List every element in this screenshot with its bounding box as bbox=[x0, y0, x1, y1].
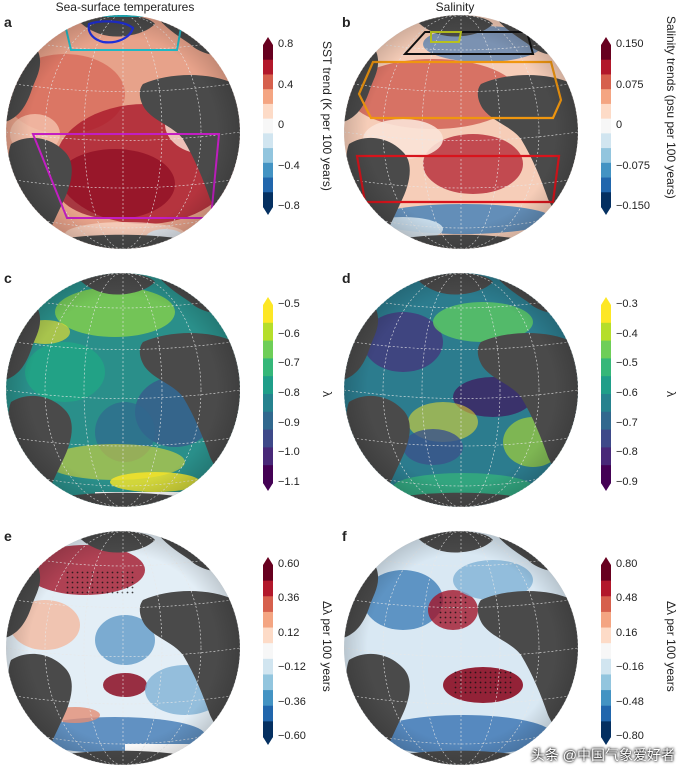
colorbar-a-tick: 0.4 bbox=[278, 78, 294, 91]
colorbar-d-tick: −0.5 bbox=[616, 357, 638, 370]
colorbar-b-tick: −0.075 bbox=[616, 159, 650, 172]
colorbar-c-label: λ bbox=[320, 390, 334, 397]
colorbar-f-tick: 0.16 bbox=[616, 626, 638, 639]
colorbar-a bbox=[262, 37, 273, 215]
colorbar-c bbox=[262, 297, 273, 491]
colorbar-e-tick: −0.12 bbox=[278, 661, 306, 674]
colorbar-e bbox=[262, 557, 273, 745]
colorbar-c-tick: −0.8 bbox=[278, 387, 300, 399]
colorbar-f bbox=[600, 557, 611, 745]
colorbar-d bbox=[600, 297, 611, 491]
panel-label-f: f bbox=[342, 528, 347, 544]
colorbar-e-tick: 0.60 bbox=[278, 558, 300, 570]
colorbar-d-tick: −0.3 bbox=[616, 298, 638, 310]
globe-map-b bbox=[343, 14, 579, 250]
colorbar-f-tick: −0.16 bbox=[616, 661, 644, 674]
colorbar-a-tick: 0.8 bbox=[278, 38, 294, 50]
colorbar-f-tick: −0.48 bbox=[616, 695, 644, 708]
colorbar-e-label: Δλ per 100 years bbox=[320, 600, 334, 692]
colorbar-f-tick: 0.48 bbox=[616, 592, 638, 605]
panel-label-e: e bbox=[4, 528, 12, 544]
panel-label-d: d bbox=[342, 270, 351, 286]
colorbar-c-tick: −1.0 bbox=[278, 446, 300, 459]
right-column-title: Salinity bbox=[435, 0, 475, 14]
colorbar-a-tick: −0.8 bbox=[278, 200, 300, 212]
globe-map-e bbox=[5, 530, 241, 766]
panel-label-c: c bbox=[4, 270, 12, 286]
globe-map-d bbox=[343, 272, 579, 508]
colorbar-e-tick: −0.60 bbox=[278, 730, 306, 742]
colorbar-d-tick: −0.8 bbox=[616, 446, 638, 459]
watermark-text: 头条 @中国气象爱好者 bbox=[530, 747, 675, 763]
colorbar-c-tick: −0.5 bbox=[278, 298, 300, 310]
colorbar-f-tick: −0.80 bbox=[616, 730, 644, 742]
colorbar-d-label: λ bbox=[664, 390, 678, 397]
colorbar-d-tick: −0.4 bbox=[616, 327, 638, 340]
colorbar-b-tick: 0.075 bbox=[616, 78, 644, 91]
colorbar-e-tick: 0.12 bbox=[278, 626, 300, 639]
colorbar-d-tick: −0.7 bbox=[616, 416, 638, 429]
colorbar-f-tick: 0.80 bbox=[616, 558, 638, 570]
colorbar-e-tick: −0.36 bbox=[278, 695, 306, 708]
colorbar-b-tick: 0 bbox=[616, 119, 623, 131]
colorbar-a-tick: −0.4 bbox=[278, 159, 300, 172]
colorbar-c-tick: −0.6 bbox=[278, 327, 300, 340]
colorbar-c-tick: −0.9 bbox=[278, 416, 300, 429]
colorbar-b-label: Salinity trends (psu per 100 years) bbox=[664, 15, 678, 199]
panel-label-b: b bbox=[342, 14, 351, 30]
globe-map-c bbox=[5, 272, 241, 508]
colorbar-b-tick: −0.150 bbox=[616, 200, 650, 212]
globe-map-a bbox=[5, 14, 241, 250]
left-column-title: Sea-surface temperatures bbox=[55, 0, 195, 14]
colorbar-c-tick: −0.7 bbox=[278, 357, 300, 370]
colorbar-f-label: Δλ per 100 years bbox=[664, 600, 678, 692]
colorbar-d-tick: −0.9 bbox=[616, 476, 638, 488]
colorbar-c-tick: −1.1 bbox=[278, 476, 300, 488]
colorbar-e-tick: 0.36 bbox=[278, 592, 300, 605]
colorbar-d-tick: −0.6 bbox=[616, 387, 638, 399]
panel-label-a: a bbox=[4, 14, 12, 30]
colorbar-b bbox=[600, 37, 611, 215]
globe-map-f bbox=[343, 530, 579, 766]
colorbar-a-label: SST trend (K per 100 years) bbox=[320, 40, 334, 191]
colorbar-a-tick: 0 bbox=[278, 119, 285, 131]
colorbar-b-tick: 0.150 bbox=[616, 38, 644, 50]
